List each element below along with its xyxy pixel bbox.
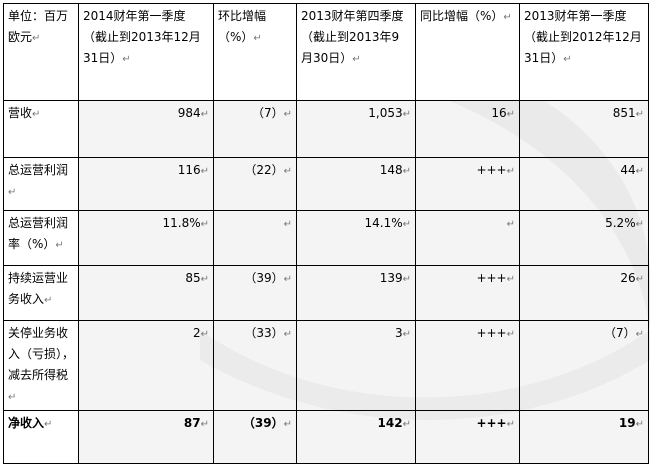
table-cell: 44↵: [519, 157, 649, 211]
header-qoq-growth: 环比增幅（%）↵: [213, 3, 297, 101]
table-cell: 142↵: [296, 410, 416, 464]
header-yoy-growth: 同比增幅（%）↵: [415, 3, 520, 101]
table-cell: +++↵: [415, 157, 520, 211]
table-cell: 5.2%↵: [519, 210, 649, 266]
financial-table: 单位：百万欧元↵ 2014财年第一季度（截止到2013年12月31日）↵ 环比增…: [3, 3, 649, 464]
table-cell: 1,053↵: [296, 100, 416, 158]
header-fy2013-q4: 2013财年第四季度（截止到2013年9月30日）↵: [296, 3, 416, 101]
table-row-net-income: 净收入↵ 87↵ （39）↵ 142↵ +++↵ 19↵: [3, 410, 649, 464]
table-row: 持续运营业务收入↵ 85↵ （39）↵ 139↵ +++↵ 26↵: [3, 265, 649, 321]
row-label-operating-profit: 总运营利润↵: [3, 157, 79, 211]
row-label-discontinued-ops-income: 关停业务收入（亏损），减去所得税↵: [3, 320, 79, 411]
table-row: 总运营利润率（%）↵ 11.8%↵ ↵ 14.1%↵ ↵ 5.2%↵: [3, 210, 649, 266]
table-row: 总运营利润↵ 116↵ （22）↵ 148↵ +++↵ 44↵: [3, 157, 649, 211]
row-label-continuing-ops-income: 持续运营业务收入↵: [3, 265, 79, 321]
row-label-net-income: 净收入↵: [3, 410, 79, 464]
table-cell: 19↵: [519, 410, 649, 464]
table-cell: +++↵: [415, 410, 520, 464]
table-cell: 85↵: [78, 265, 214, 321]
header-fy2013-q1: 2013财年第一季度（截止到2012年12月31日）↵: [519, 3, 649, 101]
table-cell: 116↵: [78, 157, 214, 211]
table-cell: 14.1%↵: [296, 210, 416, 266]
table-row: 营收↵ 984↵ （7）↵ 1,053↵ 16↵ 851↵: [3, 100, 649, 158]
table-cell: （7）↵: [213, 100, 297, 158]
table-cell: 851↵: [519, 100, 649, 158]
table-cell: 16↵: [415, 100, 520, 158]
table-cell: 87↵: [78, 410, 214, 464]
header-unit: 单位：百万欧元↵: [3, 3, 79, 101]
table-cell: 2↵: [78, 320, 214, 411]
table-cell: （33）↵: [213, 320, 297, 411]
table-cell: （22）↵: [213, 157, 297, 211]
table-cell: 3↵: [296, 320, 416, 411]
row-label-revenue: 营收↵: [3, 100, 79, 158]
table-cell: 148↵: [296, 157, 416, 211]
row-label-operating-margin: 总运营利润率（%）↵: [3, 210, 79, 266]
table-cell: 26↵: [519, 265, 649, 321]
table-row: 关停业务收入（亏损），减去所得税↵ 2↵ （33）↵ 3↵ +++↵ （7）↵: [3, 320, 649, 411]
table-cell: +++↵: [415, 320, 520, 411]
table-cell: 984↵: [78, 100, 214, 158]
table-cell: （7）↵: [519, 320, 649, 411]
table-cell: 11.8%↵: [78, 210, 214, 266]
table-cell: 139↵: [296, 265, 416, 321]
table-cell: +++↵: [415, 265, 520, 321]
table-cell: （39）↵: [213, 410, 297, 464]
table-cell: ↵: [415, 210, 520, 266]
table-cell: ↵: [213, 210, 297, 266]
table-header-row: 单位：百万欧元↵ 2014财年第一季度（截止到2013年12月31日）↵ 环比增…: [3, 3, 649, 101]
header-fy2014-q1: 2014财年第一季度（截止到2013年12月31日）↵: [78, 3, 214, 101]
table-cell: （39）↵: [213, 265, 297, 321]
